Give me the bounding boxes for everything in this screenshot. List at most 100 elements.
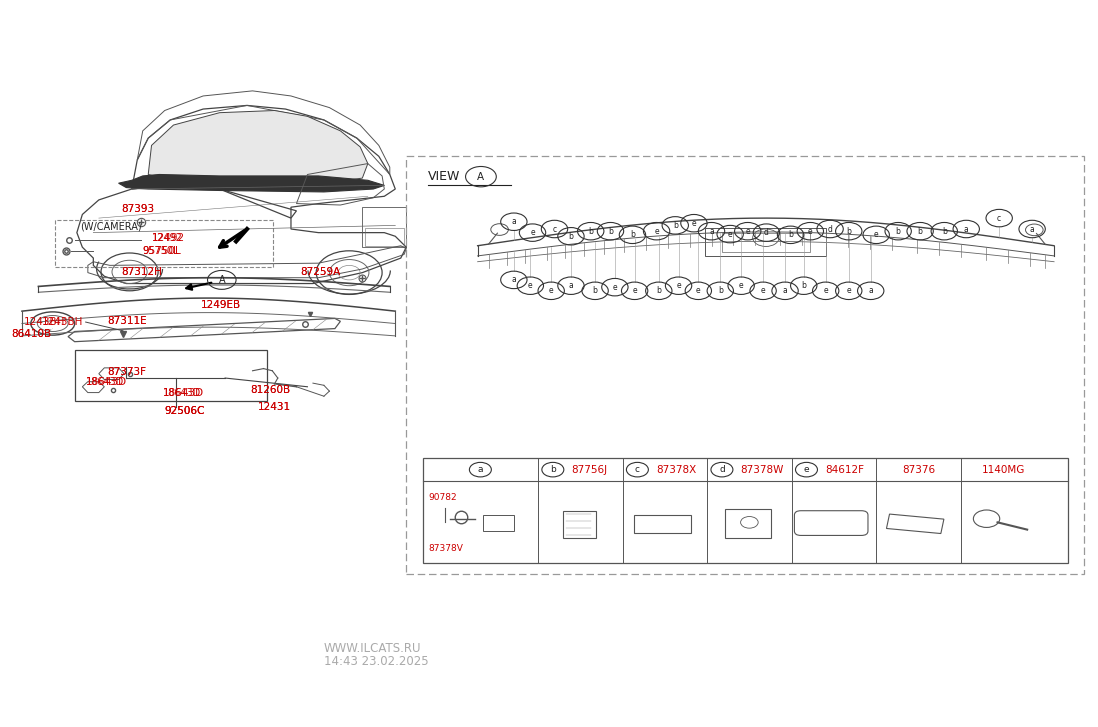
Text: b: b [630,230,635,239]
Bar [362,207,406,247]
Text: 87259A: 87259A [300,267,340,277]
Text: b: b [608,227,613,236]
Text: b: b [589,227,593,236]
Text: d: d [764,228,769,237]
Text: 87373F: 87373F [108,367,147,377]
Text: 81260B: 81260B [250,385,291,395]
Text: 87378X: 87378X [656,465,696,475]
Text: e: e [613,283,617,292]
Bar [423,458,1068,563]
Text: VIEW: VIEW [428,170,460,183]
Text: b: b [673,221,677,230]
Text: b: b [847,227,851,236]
Text: 87312H: 87312H [121,267,161,277]
Text: 18643D: 18643D [163,387,201,398]
Text: a: a [569,281,573,290]
Bar [365,228,404,246]
Text: 84612F: 84612F [825,465,864,475]
Text: e: e [746,227,750,236]
Text: 18643D: 18643D [86,377,126,387]
Text: 1140MG: 1140MG [982,465,1024,475]
Text: 92506C: 92506C [165,406,205,416]
Text: a: a [478,465,483,474]
Bar [886,514,944,534]
Bar [722,233,809,252]
Text: e: e [632,286,637,295]
Text: b: b [788,230,793,239]
Text: d: d [828,225,832,233]
Text: 18643D: 18643D [163,387,203,398]
Text: e: e [808,227,813,236]
Text: b: b [593,286,597,295]
Text: e: e [847,286,851,295]
Text: b: b [918,227,922,236]
Text: a: a [783,286,787,295]
Text: e: e [761,286,765,295]
Text: 12431: 12431 [258,402,291,412]
Text: b: b [569,232,573,241]
Text: 95750L: 95750L [143,246,181,256]
Text: 12431: 12431 [258,402,291,412]
Text: 1249EB: 1249EB [201,300,242,310]
Text: A: A [219,275,225,285]
Text: 92506C: 92506C [165,406,205,416]
Text: 87311E: 87311E [108,316,147,326]
Text: 18643D: 18643D [86,377,124,387]
Text: 1243BH: 1243BH [42,317,83,327]
Text: 1243BH: 1243BH [24,317,66,327]
Text: 1249EB: 1249EB [201,300,242,310]
Text: e: e [696,286,701,295]
Text: c: c [552,225,557,233]
Text: 87393: 87393 [121,204,154,214]
Bar [725,510,771,538]
Text: e: e [692,219,696,228]
Bar [705,228,826,256]
Text: 95750L: 95750L [143,246,179,256]
Text: a: a [512,276,516,284]
Text: A: A [478,172,484,182]
Polygon shape [119,174,384,192]
Text: e: e [728,230,732,238]
Text: c: c [635,465,640,474]
Text: e: e [549,286,553,295]
Text: 87756J: 87756J [571,465,607,475]
Text: b: b [802,281,806,290]
Text: e: e [804,465,809,474]
Text: 81260B: 81260B [250,385,291,395]
Text: 12492: 12492 [152,233,182,244]
Text: e: e [528,281,533,290]
Text: 87378W: 87378W [740,465,784,475]
Text: WWW.ILCATS.RU: WWW.ILCATS.RU [324,642,422,655]
Text: b: b [896,227,900,236]
Text: e: e [739,281,743,290]
Text: 86410B: 86410B [11,329,52,340]
Bar [75,350,267,401]
Text: (W/CAMERA): (W/CAMERA) [80,222,142,232]
Text: 87259A: 87259A [300,267,340,277]
Text: b: b [550,465,556,474]
Text: 86410B: 86410B [11,329,52,340]
Text: e: e [530,228,535,237]
Text: b: b [657,286,661,295]
Text: 87393: 87393 [121,204,154,214]
Bar [483,515,514,531]
Text: 87312H: 87312H [121,267,161,277]
Text: a: a [1030,225,1034,233]
Text: e: e [824,286,828,295]
Text: c: c [997,214,1001,222]
Text: 87311E: 87311E [108,316,147,326]
Text: a: a [709,227,714,236]
Bar [562,511,595,538]
Text: 87376: 87376 [901,465,935,475]
Text: 12492: 12492 [152,233,184,244]
Text: a: a [869,286,873,295]
Text: 92506C: 92506C [165,406,205,416]
Text: d: d [719,465,725,474]
Text: e: e [874,230,878,239]
Text: a: a [964,225,968,233]
Text: a: a [512,217,516,226]
Text: 14:43 23.02.2025: 14:43 23.02.2025 [324,655,428,668]
Text: 87378V: 87378V [428,544,463,553]
Bar [634,515,692,532]
Text: 87373F: 87373F [108,367,147,377]
